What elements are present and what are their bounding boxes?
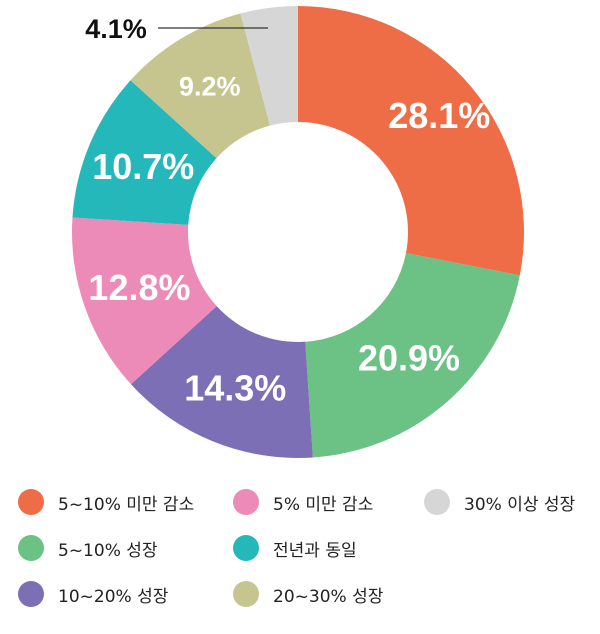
slice-value-label: 28.1% (388, 95, 490, 136)
slice-value-label: 9.2% (179, 72, 241, 102)
donut-slice (240, 6, 298, 126)
slice-value-label: 12.8% (88, 267, 190, 308)
legend-swatch (424, 489, 450, 515)
legend-label: 전년과 동일 (273, 540, 357, 561)
legend-label: 5~10% 미만 감소 (58, 494, 195, 515)
donut-slice (130, 13, 271, 159)
legend-swatch (233, 535, 259, 561)
legend-label: 5~10% 성장 (58, 540, 158, 561)
slice-value-label: 14.3% (184, 367, 286, 408)
donut-chart: 28.1% 20.9% 14.3% 12.8% 10.7% 9.2% 4.1% (71, 6, 524, 458)
legend-label: 5% 미만 감소 (273, 494, 374, 515)
legend-swatch (18, 535, 44, 561)
legend-item-over-30-growth: 30% 이상 성장 (424, 482, 575, 522)
donut-slice (298, 6, 524, 276)
slice-value-label: 10.7% (92, 146, 194, 187)
donut-slice (72, 80, 217, 225)
donut-slice (305, 253, 520, 458)
legend-swatch (18, 581, 44, 607)
legend-item-20-30-growth: 20~30% 성장 (233, 574, 383, 614)
legend-item-under-5-decrease: 5% 미만 감소 (233, 482, 373, 522)
legend-swatch (233, 489, 259, 515)
donut-slice (130, 306, 313, 458)
chart-legend: 5~10% 미만 감소 5% 미만 감소 30% 이상 성장 5~10% 성장 … (0, 470, 600, 630)
legend-item-same-as-last-year: 전년과 동일 (233, 528, 357, 568)
legend-item-5-10-growth: 5~10% 성장 (18, 528, 158, 568)
legend-label: 30% 이상 성장 (464, 494, 576, 515)
legend-label: 10~20% 성장 (58, 586, 169, 607)
donut-slice (71, 217, 217, 385)
legend-swatch (233, 581, 259, 607)
legend-swatch (18, 489, 44, 515)
slice-value-label: 4.1% (85, 14, 147, 44)
legend-item-10-20-growth: 10~20% 성장 (18, 574, 168, 614)
slice-value-label: 20.9% (358, 338, 460, 379)
legend-item-5-10-decrease: 5~10% 미만 감소 (18, 482, 194, 522)
legend-label: 20~30% 성장 (273, 586, 384, 607)
